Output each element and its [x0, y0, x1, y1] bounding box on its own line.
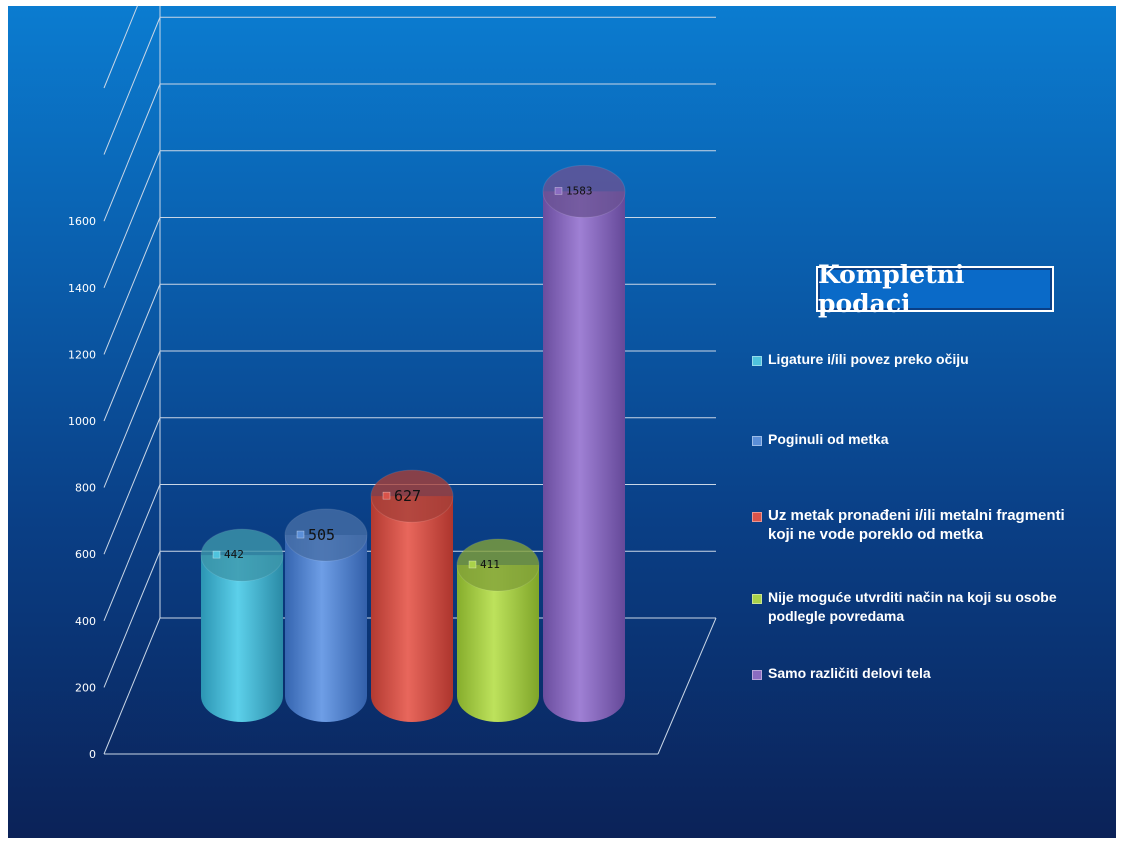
legend-swatch — [752, 594, 762, 604]
y-tick-label: 600 — [75, 548, 96, 561]
legend-label: Ligature i/ili povez preko očiju — [768, 351, 969, 367]
legend-swatch — [752, 436, 762, 446]
legend-label: Poginuli od metka — [768, 431, 889, 447]
bar-top-shade — [457, 538, 539, 591]
y-tick-label: 1200 — [68, 348, 96, 361]
grid-line-side — [103, 284, 161, 422]
grid-line-side — [103, 150, 161, 288]
grid-line-side — [103, 83, 161, 222]
data-label-marker — [212, 550, 221, 559]
data-label-marker — [554, 187, 563, 195]
y-tick-label: 400 — [75, 615, 96, 628]
data-label-marker — [468, 560, 477, 569]
data-label: 411 — [480, 558, 500, 571]
grid-line-side — [103, 417, 161, 555]
bar-top — [200, 528, 284, 582]
y-tick-label: 0 — [89, 748, 96, 761]
legend-label: Uz metak pronađeni i/ili metalni fragmen… — [768, 507, 1065, 543]
bar-top — [284, 508, 368, 562]
data-label: 627 — [394, 487, 421, 505]
bar-body — [543, 191, 625, 722]
bar-top-shade — [285, 509, 367, 562]
grid-line-side — [103, 484, 161, 621]
bar-body — [285, 535, 367, 722]
bar-body — [457, 564, 539, 722]
legend-swatch — [752, 670, 762, 680]
bar-body — [201, 555, 283, 722]
bar-body — [371, 496, 453, 722]
grid-line-side — [103, 217, 161, 355]
bar-3: 627 — [370, 469, 454, 722]
data-label: 442 — [224, 548, 244, 561]
y-tick-label: 1000 — [68, 415, 96, 428]
grid-line-side — [103, 6, 138, 89]
bar-top — [456, 538, 540, 592]
y-axis: 0 200 400 600 800 1000 1200 1400 1600 — [68, 215, 96, 761]
floor-right-edge — [657, 617, 717, 755]
bar-1: 442 — [200, 528, 284, 722]
grid-line-side — [103, 551, 161, 688]
bar-top-shade — [201, 529, 283, 582]
data-label-marker — [382, 491, 391, 500]
bar-top — [542, 164, 626, 218]
grid-line-side — [103, 617, 161, 755]
legend-item: Uz metak pronađeni i/ili metalni fragmen… — [752, 506, 1092, 544]
y-tick-label: 200 — [75, 681, 96, 694]
bar-top-shade — [543, 165, 625, 218]
bar-5: 1583 — [542, 164, 626, 722]
slide-background: 0 200 400 600 800 1000 1200 1400 1600 442 505 627 4… — [8, 6, 1116, 838]
legend-label: Samo različiti delovi tela — [768, 665, 931, 681]
legend-item: Poginuli od metka — [752, 430, 1092, 449]
chart-title: Kompletni podaci — [816, 260, 1054, 318]
legend-item: Nije moguće utvrditi način na koji su os… — [752, 588, 1092, 626]
data-label: 1583 — [566, 184, 593, 197]
legend-swatch — [752, 356, 762, 366]
legend-item: Samo različiti delovi tela — [752, 664, 1092, 683]
bar-top-shade — [371, 470, 453, 523]
data-label-marker — [296, 530, 305, 539]
legend-item: Ligature i/ili povez preko očiju — [752, 350, 1092, 369]
legend-label: Nije moguće utvrditi način na koji su os… — [768, 589, 1057, 624]
y-tick-label: 800 — [75, 482, 96, 495]
bar-2: 505 — [284, 508, 368, 722]
legend-swatch — [752, 512, 762, 522]
y-tick-label: 1600 — [68, 215, 96, 228]
bars: 442 505 627 411 1583 — [200, 164, 626, 722]
y-tick-label: 1400 — [68, 282, 96, 295]
grid-line-side — [103, 17, 161, 155]
data-label: 505 — [308, 526, 335, 544]
bar-top — [370, 469, 454, 523]
grid-line-side — [103, 350, 161, 488]
bar-4: 411 — [456, 538, 540, 722]
